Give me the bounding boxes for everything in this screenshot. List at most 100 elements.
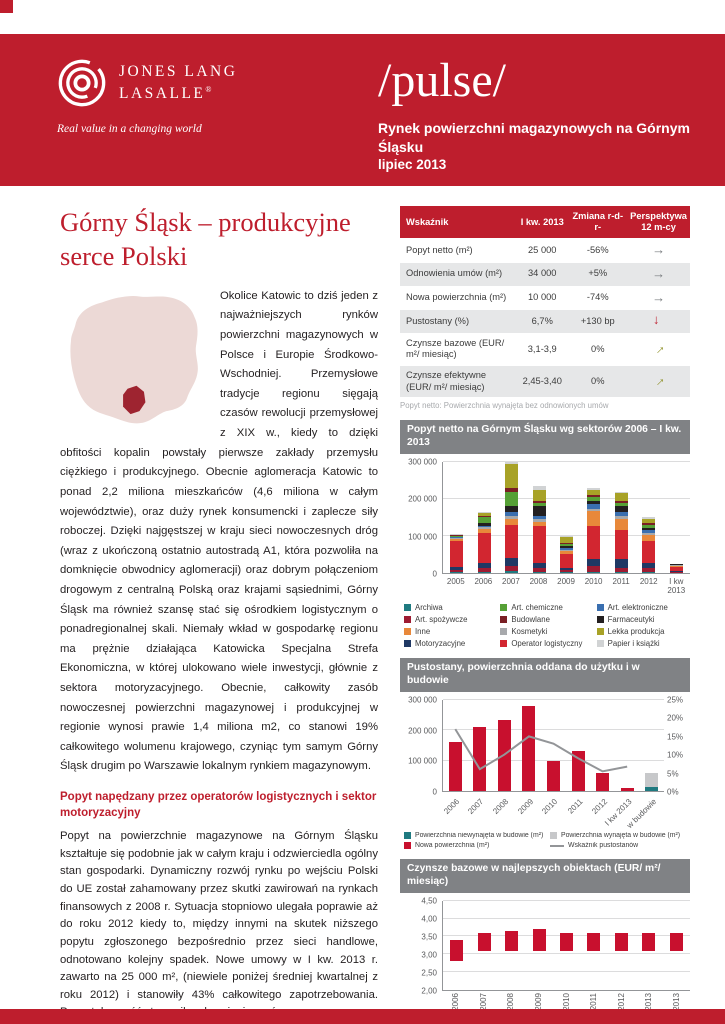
plot-area: 2,00 2,50 3,00 3,50 4,00 4,50: [400, 896, 690, 995]
bar-segment: [532, 486, 546, 490]
x-tick-label: 2011: [612, 576, 630, 586]
bar-segment: [614, 568, 628, 573]
plot: [442, 899, 690, 991]
legend-swatch: [404, 604, 411, 612]
legend-label: Art. spożywcze: [415, 615, 468, 625]
range-bar: [614, 932, 628, 951]
bar-column: [541, 700, 566, 791]
bar-segment: [587, 525, 601, 559]
y-tick-label: 2,00: [421, 986, 437, 996]
legend: Powierzchnia niewynajęta w budowie (m²) P…: [404, 832, 690, 849]
legend-label: Motoryzacyjne: [415, 639, 466, 649]
x-tick-label: I kw 2013: [667, 576, 686, 596]
bar-segment: [477, 571, 491, 573]
bar-column: [443, 901, 470, 990]
indicator-change: 0%: [568, 332, 628, 366]
bar-segment: [587, 489, 601, 496]
bar-segment: [505, 519, 519, 525]
bar-segment: [645, 787, 659, 791]
legend-label: Operator logistyczny: [511, 639, 583, 649]
legend-swatch: [404, 842, 411, 849]
indicator-row: Czynsze bazowe (EUR/ m²/ miesiąc) 3,1-3,9…: [400, 332, 690, 366]
bar-segment: [505, 487, 519, 492]
x-tick-label: 2008: [529, 576, 548, 586]
y-tick-label: 300 000: [408, 695, 437, 705]
x-tick-label: 2007: [502, 576, 520, 586]
masthead: /pulse/ Rynek powierzchni magazynowych n…: [378, 54, 725, 172]
stacked-bar: [642, 462, 656, 573]
indicator-value: 25 000: [516, 238, 569, 263]
bar-column: [470, 901, 497, 990]
indicator-label: Popyt netto (m²): [400, 238, 517, 263]
bar-column: [663, 901, 690, 990]
indicators-body: Popyt netto (m²) 25 000 -56% → Odnowienia um…: [400, 238, 690, 398]
bar-columns: [443, 901, 690, 990]
legend-item: Kosmetyki: [500, 627, 593, 636]
bar-segment: [473, 726, 487, 791]
chart-net-demand-body: 0 100 000 200 000 300 000 2005 2006 2007 2008 20…: [400, 454, 690, 648]
bar-segment: [505, 506, 519, 512]
y-axis: 0% 5% 10% 15% 20% 25%: [664, 696, 690, 797]
y-axis: 0 100 000 200 000 300 000: [400, 457, 442, 578]
indicator-change: +130 bp: [568, 309, 628, 334]
bar-segment: [587, 495, 601, 498]
bar-segment: [614, 518, 628, 530]
y-tick-label: 100 000: [408, 756, 437, 766]
bar-segment: [450, 538, 464, 539]
legend-item: Nowa powierzchnia (m²): [404, 842, 544, 849]
y-tick-label: 200 000: [408, 494, 437, 504]
gridline: [443, 899, 690, 901]
outlook-arrow-right-icon: →: [652, 289, 666, 305]
bar-segment: [559, 543, 573, 545]
bar-segment: [448, 742, 462, 791]
chart-rents-body: 2,002,503,003,504,004,50Q4 2006Q4 2007Q4…: [400, 893, 690, 1024]
y-axis: 2,00 2,50 3,00 3,50 4,00 4,50: [400, 896, 442, 995]
legend-swatch: [404, 616, 411, 624]
top-white-band: [0, 0, 725, 34]
indicator-outlook: →: [627, 238, 690, 263]
article-column: Górny Śląsk – produkcyjne serce Polski O…: [60, 206, 378, 1024]
legend-item: Lekka produkcja: [596, 627, 690, 636]
indicator-label: Czynsze bazowe (EUR/ m²/ miesiąc): [400, 332, 517, 366]
x-tick-cell: 2007: [466, 794, 492, 826]
gridline: [443, 497, 690, 499]
x-tick-cell: 2009: [516, 794, 541, 826]
indicator-row: Pustostany (%) 6,7% +130 bp →: [400, 309, 690, 334]
stacked-bar: [614, 462, 628, 573]
indicators-header-cell: Perspektywa 12 m-cy: [627, 206, 690, 239]
section-heading: Popyt napędzany przez operatorów logisty…: [60, 791, 377, 820]
bar-segment: [642, 523, 656, 525]
bar-segment: [642, 535, 656, 541]
bar-segment: [505, 511, 519, 516]
bar-segment: [669, 565, 683, 567]
pulse-wordmark: /pulse/: [378, 54, 506, 107]
legend-label: Art. chemiczne: [511, 603, 563, 613]
y-tick-label: 200 000: [408, 726, 437, 736]
legend-label: Art. elektroniczne: [607, 603, 668, 613]
stacked-bar: [547, 700, 561, 791]
gridline: [443, 917, 690, 919]
x-tick-label: 2010: [540, 797, 560, 816]
range-bar: [450, 939, 464, 962]
gridline: [443, 460, 690, 462]
bar-segment: [614, 506, 628, 512]
bar-segment: [642, 517, 656, 519]
plot-area: 0 100 000 200 000 300 000 0% 5% 10% 15% 20% 25%: [400, 696, 690, 797]
bar-segment: [614, 493, 628, 501]
bar-segment: [477, 568, 491, 572]
bar-column: [553, 901, 580, 990]
silesia-region-highlight: [123, 385, 146, 414]
x-tick-label: 2005: [446, 576, 465, 586]
bar-segment: [642, 524, 656, 528]
bar-segment: [642, 540, 656, 563]
x-axis: 2006 2007 2008 2009 2010 2011 2012 I kw 2013 w b…: [441, 794, 664, 830]
bar-segment: [450, 540, 464, 567]
x-tick-label: 2006: [441, 797, 461, 816]
legend-item: Inne: [404, 627, 497, 636]
stacked-bar: [522, 700, 536, 791]
y-tick-label: 3,50: [421, 932, 437, 942]
bar-segment: [532, 502, 546, 507]
outlook-arrow-right-icon: →: [652, 242, 666, 258]
range-bar: [532, 929, 546, 951]
